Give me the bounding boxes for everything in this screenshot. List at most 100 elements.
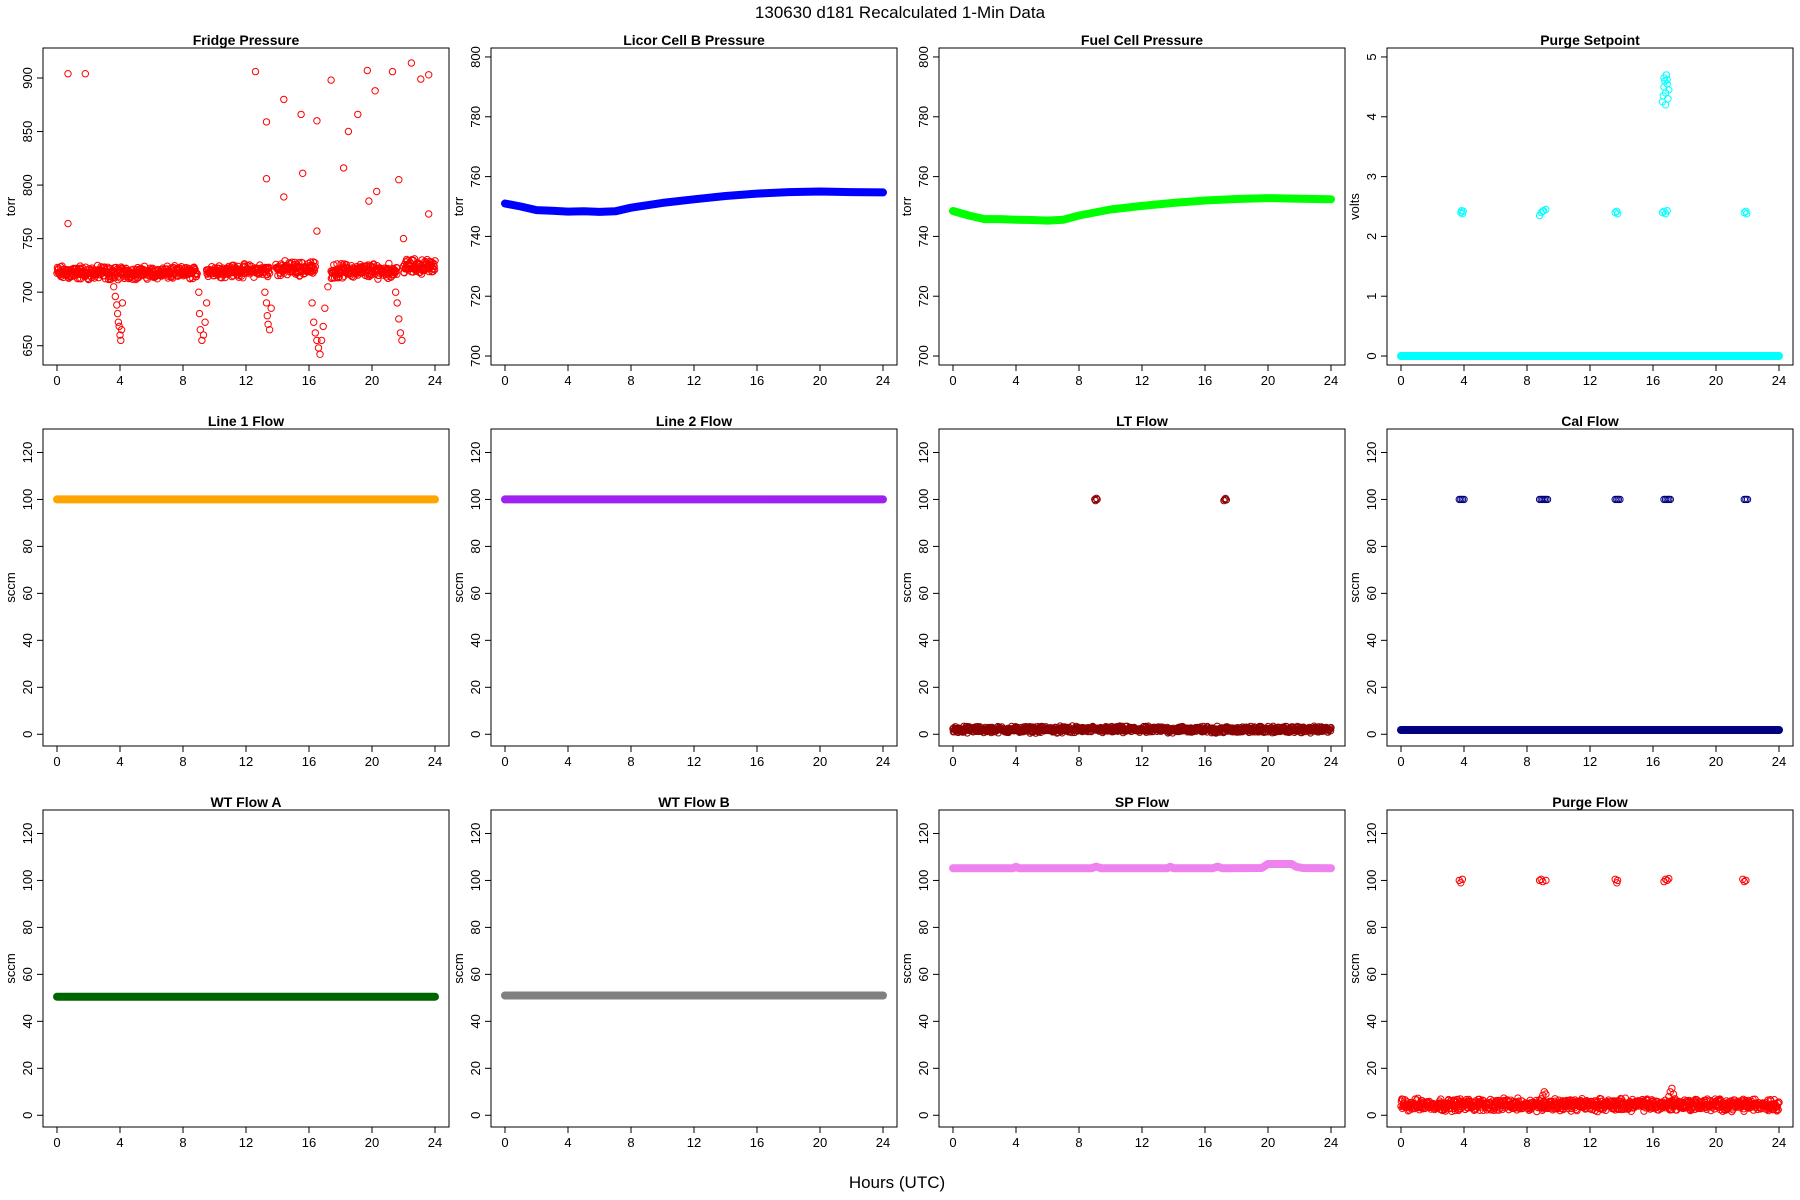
data-point	[195, 309, 204, 318]
plot-frame	[938, 809, 1346, 1128]
y-tick-label: 100	[916, 489, 931, 511]
x-tick-label: 4	[1012, 1135, 1019, 1150]
data-point	[1542, 1090, 1550, 1098]
data-point	[1537, 875, 1545, 883]
data-point	[1221, 494, 1230, 503]
data-point	[299, 169, 307, 178]
y-tick-label: 0	[916, 731, 931, 738]
data-point	[110, 283, 118, 291]
data-point	[285, 259, 293, 267]
data-point	[308, 299, 316, 307]
data-point	[1327, 723, 1335, 732]
x-tick-label: 12	[239, 373, 253, 388]
y-tick-label: 700	[468, 345, 483, 367]
y-tick-label: 0	[1364, 352, 1379, 359]
y-axis-label: sccm	[899, 953, 914, 983]
data-point	[193, 269, 201, 278]
x-tick-label: 12	[1135, 1135, 1149, 1150]
data-point	[399, 234, 408, 243]
x-tick-label: 8	[179, 373, 186, 388]
data-point	[313, 336, 321, 345]
data-point	[113, 309, 122, 318]
x-tick-label: 12	[1583, 1135, 1597, 1150]
data-point	[1666, 495, 1675, 504]
panel-licor-cell-b-pressure: Licor Cell B Pressure 0 4 8 12 16 20 24 700 720 74…	[451, 32, 898, 388]
panel-title: Line 2 Flow	[656, 413, 732, 429]
data-point	[400, 269, 408, 277]
x-tick-label: 0	[1397, 1135, 1404, 1150]
plot-frame	[1386, 809, 1794, 1128]
data-point	[261, 288, 269, 296]
data-point	[324, 283, 332, 291]
plot-frame	[490, 428, 898, 747]
data-point	[431, 257, 439, 265]
y-tick-label: 3	[1364, 173, 1379, 180]
x-tick-label: 4	[1460, 373, 1467, 388]
y-tick-label: 0	[20, 1112, 35, 1119]
data-point	[1743, 210, 1751, 218]
y-tick-label: 750	[20, 228, 35, 250]
panel-title: LT Flow	[1116, 413, 1168, 429]
x-tick-label: 4	[116, 373, 123, 388]
data-point	[281, 257, 289, 265]
x-tick-label: 20	[1261, 373, 1275, 388]
x-tick-label: 20	[1261, 1135, 1275, 1150]
x-tick-label: 12	[687, 1135, 701, 1150]
x-tick-label: 24	[428, 754, 442, 769]
panel-title: Licor Cell B Pressure	[623, 32, 765, 48]
x-tick-label: 12	[1135, 373, 1149, 388]
y-tick-label: 40	[916, 1014, 931, 1028]
y-tick-label: 80	[20, 920, 35, 934]
data-point	[195, 288, 203, 296]
x-tick-label: 4	[564, 1135, 571, 1150]
data-point	[265, 264, 273, 272]
x-tick-label: 4	[564, 754, 571, 769]
data-point	[395, 315, 403, 323]
data-point	[240, 260, 249, 268]
data-point	[398, 336, 406, 345]
panel-title: Purge Setpoint	[1540, 32, 1640, 48]
y-tick-label: 100	[20, 489, 35, 511]
x-tick-label: 12	[1135, 754, 1149, 769]
y-tick-label: 5	[1364, 53, 1379, 60]
x-tick-label: 4	[116, 1135, 123, 1150]
panel-title: WT Flow A	[210, 794, 281, 810]
panel-lt-flow: LT Flow 0 4 8 12 16 20 24 0 20 40 60 80 100 120 sccm	[899, 413, 1346, 769]
y-axis-label: sccm	[1347, 572, 1362, 602]
x-tick-label: 8	[179, 754, 186, 769]
data-point	[1537, 1095, 1545, 1103]
y-tick-label: 0	[1364, 731, 1379, 738]
y-axis-label: sccm	[1347, 953, 1362, 983]
data-point	[1613, 210, 1622, 218]
data-line	[949, 194, 1335, 225]
data-point	[425, 210, 433, 218]
data-point	[430, 265, 439, 274]
data-point	[265, 326, 274, 334]
data-point	[395, 176, 403, 184]
y-tick-label: 0	[20, 731, 35, 738]
plot-frame	[938, 428, 1346, 747]
data-point	[1326, 727, 1335, 735]
y-tick-label: 40	[468, 1014, 483, 1028]
y-tick-label: 0	[1364, 1112, 1379, 1119]
x-tick-label: 20	[365, 754, 379, 769]
y-tick-label: 740	[468, 226, 483, 248]
y-tick-label: 650	[20, 335, 35, 357]
x-tick-label: 24	[876, 754, 890, 769]
x-tick-label: 0	[53, 754, 60, 769]
data-point	[1775, 1098, 1783, 1107]
y-axis-label: torr	[451, 196, 466, 216]
plot-frame	[1386, 428, 1794, 747]
data-point	[1093, 495, 1101, 504]
plot-frame	[42, 428, 450, 747]
y-tick-label: 780	[468, 106, 483, 128]
x-tick-label: 4	[564, 373, 571, 388]
y-tick-label: 60	[20, 967, 35, 981]
data-point	[327, 76, 335, 84]
y-tick-label: 740	[916, 226, 931, 248]
data-point	[296, 271, 304, 280]
y-tick-label: 60	[916, 586, 931, 600]
y-tick-label: 120	[916, 823, 931, 845]
